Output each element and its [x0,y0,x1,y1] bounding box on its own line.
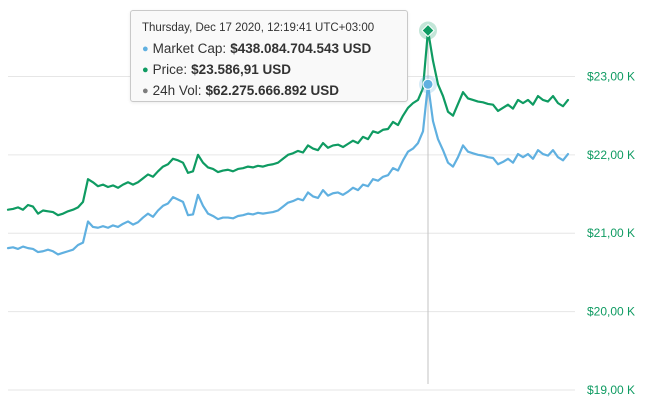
y-tick-label: $21,00 K [587,226,635,240]
marker-layer [419,21,437,94]
tooltip-row-price: ● Price: $23.586,91 USD [142,60,407,81]
tooltip-timestamp: Thursday, Dec 17 2020, 12:19:41 UTC+03:0… [142,22,375,34]
circle-bullet-icon: ● [142,43,149,55]
y-tick-label: $20,00 K [587,305,635,319]
y-tick-label: $19,00 K [587,383,635,397]
price-marker [421,23,435,38]
tooltip-row-market-cap: ● Market Cap: $438.084.704.543 USD [142,39,407,60]
y-tick-label: $22,00 K [587,148,635,162]
market-cap-marker [422,78,434,90]
tooltip-label: Price: [152,62,188,77]
tooltip-value: $23.586,91 USD [191,62,291,77]
y-axis: $19,00 K $20,00 K $21,00 K $22,00 K $23,00 K [587,69,635,397]
tooltip-value: $438.084.704.543 USD [230,41,372,56]
circle-bullet-icon: ● [142,85,149,97]
market-cap-line [6,83,570,256]
grid-layer [8,75,575,391]
price-line [6,29,570,217]
tooltip-value: $62.275.666.892 USD [205,83,340,98]
chart-tooltip: Thursday, Dec 17 2020, 12:19:41 UTC+03:0… [130,10,408,102]
tooltip-row-volume: ● 24h Vol: $62.275.666.892 USD [142,81,407,102]
series-layer [6,29,570,256]
circle-bullet-icon: ● [142,64,149,76]
y-tick-label: $23,00 K [587,69,635,83]
tooltip-label: 24h Vol: [152,83,202,98]
tooltip-label: Market Cap: [152,41,227,56]
